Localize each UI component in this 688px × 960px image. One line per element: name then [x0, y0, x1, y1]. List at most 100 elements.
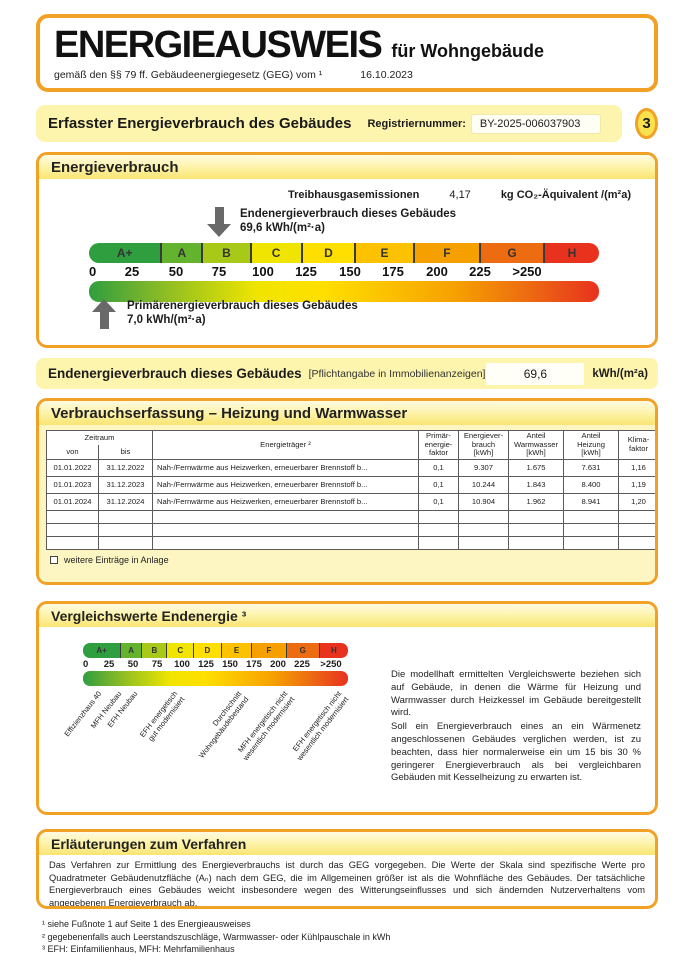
final-energy-annotation: Endenergieverbrauch dieses Gebäudes 69,6…: [240, 208, 457, 234]
comparison-body: A+ A B C D E F G H 0 25 50 75 100 125: [39, 627, 655, 810]
explanation-box: Erläuterungen zum Verfahren Das Verfahre…: [36, 829, 658, 909]
col-header-anteil-heizung: Anteil Heizung [kWh]: [563, 430, 619, 460]
primary-energy-marker: Primärenergieverbrauch dieses Gebäudes 7…: [92, 299, 358, 329]
explanation-title: Erläuterungen zum Verfahren: [39, 832, 655, 855]
page-number-badge: 3: [635, 108, 658, 139]
cell-heizung: 8.941: [563, 492, 619, 511]
cell-pef: 0,1: [418, 458, 459, 477]
cmp-tick-125: 125: [198, 659, 214, 670]
cmp-tick-175: 175: [246, 659, 262, 670]
table-row: 01.01.2023 31.12.2023 Nah-/Fernwärme aus…: [46, 475, 655, 494]
cell-warmwasser: 1.962: [508, 492, 564, 511]
final-energy-marker: Endenergieverbrauch dieses Gebäudes 69,6…: [207, 207, 456, 237]
cell-bis: 31.12.2023: [98, 475, 153, 494]
tick-25: 25: [124, 264, 140, 279]
cell-verbrauch: 10.904: [458, 492, 509, 511]
cmp-class-h: H: [318, 643, 348, 658]
comparison-paragraph-2: Soll ein Energieverbrauch eines an ein W…: [391, 721, 641, 784]
law-date: 16.10.2023: [360, 69, 413, 81]
final-energy-value: 69,6: [486, 362, 585, 385]
comparison-box: Vergleichswerte Endenergie ³ A+ A B C D …: [36, 601, 658, 815]
col-header-klimafaktor: Klima- faktor: [618, 430, 655, 460]
explanation-text: Das Verfahren zur Ermittlung des Energie…: [49, 860, 645, 908]
cmp-tick-225: 225: [294, 659, 310, 670]
energy-consumption-box: Energieverbrauch Treibhausgasemissionen …: [36, 152, 658, 348]
energy-class-f: F: [412, 243, 480, 263]
registration-number-value: BY-2025-006037903: [471, 114, 600, 133]
weitere-eintraege-checkbox[interactable]: [50, 555, 58, 564]
energy-scale: A+ A B C D E F G H 0 25 50 75 100 125: [89, 243, 599, 302]
cmp-class-f: F: [251, 643, 286, 658]
cell-heizung: 8.400: [563, 475, 619, 494]
cell-bis: 31.12.2022: [98, 458, 153, 477]
cell-energietraeger: Nah-/Fernwärme aus Heizwerken, erneuerba…: [152, 475, 419, 494]
cmp-tick-25: 25: [103, 659, 115, 670]
col-header-von: von: [46, 444, 99, 460]
tick-125: 125: [295, 264, 317, 279]
cell-warmwasser: 1.843: [508, 475, 564, 494]
comparison-paragraph-1: Die modellhaft ermittelten Vergleichswer…: [391, 669, 641, 719]
section-banner-title: Erfasster Energieverbrauch des Gebäudes: [48, 115, 352, 132]
cell-pef: 0,1: [418, 492, 459, 511]
table-row: 01.01.2022 31.12.2022 Nah-/Fernwärme aus…: [46, 458, 655, 477]
tick-100: 100: [252, 264, 274, 279]
ghg-emissions-value: 4,17: [449, 189, 471, 201]
energy-consumption-title: Energieverbrauch: [39, 155, 655, 179]
final-energy-note: [Pflichtangabe in Immobilienanzeigen]: [308, 367, 486, 380]
col-header-energietraeger: Energieträger ²: [152, 430, 419, 460]
energy-class-g: G: [479, 243, 543, 263]
ghg-emissions-label: Treibhausgasemissionen: [287, 189, 420, 201]
cell-klimafaktor: 1,19: [618, 475, 655, 494]
energy-class-c: C: [249, 243, 301, 263]
cell-energietraeger: Nah-/Fernwärme aus Heizwerken, erneuerba…: [152, 458, 419, 477]
energy-class-a-plus: A+: [89, 243, 161, 263]
document-title: ENERGIEAUSWEIS: [54, 24, 383, 66]
cmp-class-b: B: [141, 643, 167, 658]
document-subtitle: für Wohngebäude: [391, 41, 545, 61]
tick-225: 225: [469, 264, 491, 279]
cell-von: 01.01.2022: [46, 458, 99, 477]
tick-50: 50: [168, 264, 184, 279]
cell-verbrauch: 9.307: [458, 458, 509, 477]
footnote-3: ³ EFH: Einfamilienhaus, MFH: Mehrfamilie…: [42, 944, 235, 954]
comparison-scale-ticks: 0 25 50 75 100 125 150 175 200 225 >250: [83, 659, 348, 671]
cmp-class-g: G: [285, 643, 319, 658]
tick-200: 200: [426, 264, 448, 279]
comparison-reference-labels: Effizienzhaus 40 MFH Neubau EFH Neubau E…: [62, 686, 350, 798]
cmp-class-d: D: [192, 643, 221, 658]
footnote-1: ¹ siehe Fußnote 1 auf Seite 1 des Energi…: [42, 919, 251, 929]
cmp-class-c: C: [166, 643, 193, 658]
comparison-class-band: A+ A B C D E F G H: [83, 643, 348, 658]
cell-klimafaktor: 1,20: [618, 492, 655, 511]
down-arrow-icon: [207, 207, 231, 237]
cmp-tick-75: 75: [151, 659, 163, 670]
cmp-tick-100: 100: [174, 659, 190, 670]
cmp-class-e: E: [220, 643, 252, 658]
energy-class-e: E: [354, 243, 413, 263]
cell-warmwasser: 1.675: [508, 458, 564, 477]
header-box: ENERGIEAUSWEIS für Wohngebäude gemäß den…: [36, 14, 658, 92]
gradient-bar: [89, 281, 599, 302]
tick-75: 75: [211, 264, 227, 279]
table-row-empty: [46, 522, 655, 537]
cell-bis: 31.12.2024: [98, 492, 153, 511]
cell-heizung: 7.631: [563, 458, 619, 477]
comparison-explanation-text: Die modellhaft ermittelten Vergleichswer…: [391, 669, 641, 785]
energy-class-a: A: [160, 243, 202, 263]
scale-ticks: 0 25 50 75 100 125 150 175 200 225 >250: [89, 264, 599, 281]
cell-pef: 0,1: [418, 475, 459, 494]
energy-class-band: A+ A B C D E F G H: [89, 243, 599, 263]
registration-number-label: Registriernummer:: [367, 117, 466, 130]
law-reference: gemäß den §§ 79 ff. Gebäudeenergiegesetz…: [54, 69, 323, 81]
energy-class-d: D: [300, 243, 355, 263]
cmp-tick-0: 0: [83, 659, 89, 670]
cmp-class-a: A: [120, 643, 142, 658]
cmp-class-a-plus: A+: [83, 643, 121, 658]
cell-verbrauch: 10.244: [458, 475, 509, 494]
cmp-tick-50: 50: [127, 659, 139, 670]
final-energy-row: Endenergieverbrauch dieses Gebäudes [Pfl…: [36, 358, 658, 389]
col-header-energieverbrauch: Energiever- brauch [kWh]: [458, 430, 509, 460]
consumption-table-title: Verbrauchserfassung – Heizung und Warmwa…: [39, 401, 655, 425]
comparison-gradient-bar: [83, 671, 348, 686]
cell-von: 01.01.2024: [46, 492, 99, 511]
